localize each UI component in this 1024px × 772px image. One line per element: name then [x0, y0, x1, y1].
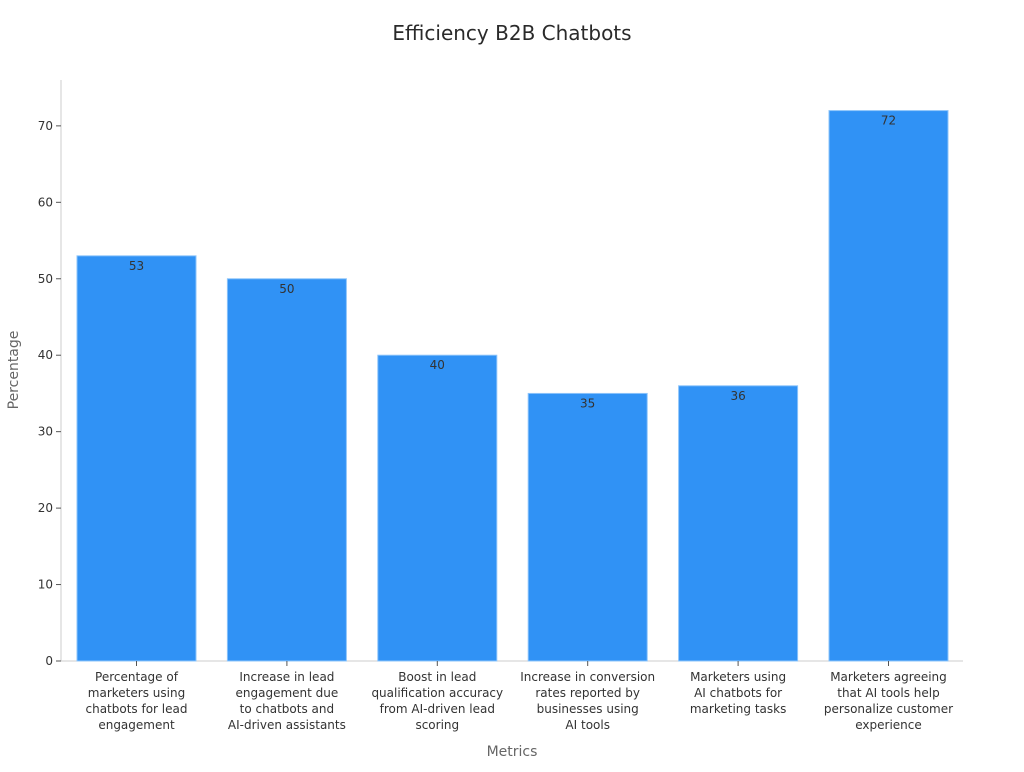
y-tick-label: 40 [38, 348, 53, 362]
bar [678, 385, 799, 662]
x-tick-label: Increase in conversion rates reported by b… [520, 670, 655, 732]
x-tick-label: Marketers using AI chatbots for marketing … [690, 670, 786, 716]
chart-title: Efficiency B2B Chatbots [392, 21, 631, 45]
bar-value-label: 50 [279, 282, 294, 296]
y-tick-label: 30 [38, 425, 53, 439]
y-tick-label: 0 [45, 654, 53, 668]
axes [60, 80, 963, 662]
y-axis-label: Percentage [6, 331, 22, 410]
bars: 53 50 40 35 36 72 [76, 110, 949, 662]
x-tick-label: Marketers agreeing that AI tools help pers… [824, 670, 953, 732]
bar-value-label: 35 [580, 396, 595, 410]
y-tick-label: 20 [38, 501, 53, 515]
y-ticks: 0 10 20 30 40 50 60 70 [38, 119, 61, 668]
bar-value-label: 72 [881, 114, 896, 128]
y-tick-label: 70 [38, 119, 53, 133]
bar [377, 354, 498, 662]
bar-value-label: 36 [730, 389, 745, 403]
bar-value-label: 53 [129, 259, 144, 273]
x-tick-label: Boost in lead qualification accuracy from … [371, 670, 503, 732]
y-tick-label: 50 [38, 272, 53, 286]
x-axis-label: Metrics [487, 744, 538, 760]
bar [828, 110, 949, 662]
y-tick-label: 10 [38, 578, 53, 592]
bar [527, 392, 648, 662]
x-ticks: Percentage of marketers using chatbots for… [86, 661, 953, 732]
x-tick-label: Percentage of marketers using chatbots for… [86, 670, 188, 732]
y-tick-label: 60 [38, 195, 53, 209]
bar-value-label: 40 [430, 358, 445, 372]
bar [76, 255, 197, 662]
bar [226, 278, 347, 662]
x-tick-label: Increase in lead engagement due to chatbot… [228, 670, 346, 732]
